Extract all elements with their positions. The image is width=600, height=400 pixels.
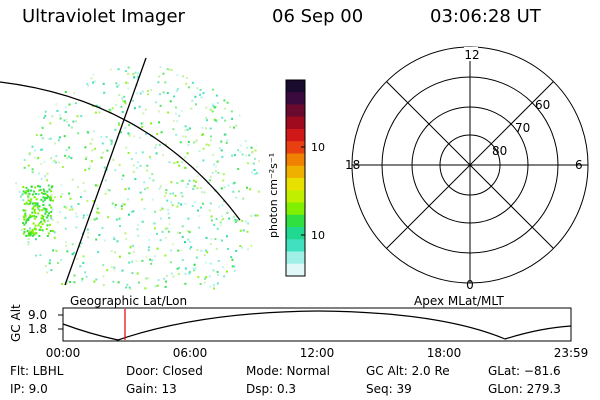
colorbar-swatch xyxy=(286,263,305,277)
colorbar-swatch xyxy=(286,165,305,179)
seq-status: Seq: 39 xyxy=(366,382,412,396)
colorbar-swatch xyxy=(286,227,305,240)
colorbar-swatch xyxy=(286,239,305,252)
mlt-label-0: 0 xyxy=(466,278,474,292)
time-tick-label: 06:00 xyxy=(173,346,208,360)
instrument-title: Ultraviolet Imager xyxy=(22,6,185,27)
gc-alt-status: GC Alt: 2.0 Re xyxy=(366,364,450,378)
colorbar-unit-label: photon cm⁻²s⁻¹ xyxy=(267,153,280,238)
time-label: 03:06:28 UT xyxy=(430,6,541,27)
colorbar-swatch xyxy=(286,190,305,203)
colorbar-swatch xyxy=(286,251,305,265)
meridian-line xyxy=(64,57,147,286)
colorbar-swatch xyxy=(286,214,305,228)
glon-status: GLon: 279.3 xyxy=(488,382,561,396)
colorbar-tick-label: 10 xyxy=(311,229,325,242)
mlat-label-60: 60 xyxy=(535,98,550,112)
colorbar-tick-label: 100 xyxy=(311,141,325,154)
door-status: Door: Closed xyxy=(126,364,203,378)
mlt-label-12: 12 xyxy=(464,48,479,62)
filter-status: Flt: LBHL xyxy=(10,364,64,378)
glat-status: GLat: −81.6 xyxy=(488,364,561,378)
mlt-label-6: 6 xyxy=(575,158,583,172)
altitude-curve xyxy=(62,310,572,341)
colorbar-swatch xyxy=(286,153,305,167)
gain-status: Gain: 13 xyxy=(126,382,177,396)
colorbar-swatch xyxy=(286,92,305,105)
mlat-label-80: 80 xyxy=(492,144,507,158)
dsp-status: Dsp: 0.3 xyxy=(246,382,297,396)
geographic-image xyxy=(0,57,260,290)
altitude-tick-label: 9.0 xyxy=(28,308,47,322)
mlat-label-70: 70 xyxy=(515,121,530,135)
latitude-arc xyxy=(0,81,241,221)
colorbar-swatch xyxy=(286,141,305,154)
colorbar-swatch xyxy=(286,129,305,142)
altitude-tick-label: 1.8 xyxy=(28,322,47,336)
colorbar: 100 10 photon cm⁻²s⁻¹ xyxy=(267,79,325,277)
apex-label: Apex MLat/MLT xyxy=(414,294,504,308)
date-label: 06 Sep 00 xyxy=(272,6,364,27)
time-tick-label: 18:00 xyxy=(427,346,462,360)
colorbar-swatch xyxy=(286,178,305,191)
altitude-panel: GC Alt 9.0 1.8 00:00 06:00 12:00 18:00 2… xyxy=(9,304,589,360)
aurora-specks xyxy=(15,65,260,290)
colorbar-swatch xyxy=(286,202,305,216)
colorbar-swatch xyxy=(286,80,305,93)
time-tick-label: 12:00 xyxy=(300,346,335,360)
colorbar-swatch xyxy=(286,104,305,118)
colorbar-swatch xyxy=(286,116,305,130)
geographic-label: Geographic Lat/Lon xyxy=(70,294,188,308)
time-tick-label: 23:59 xyxy=(554,346,589,360)
mode-status: Mode: Normal xyxy=(246,364,330,378)
time-tick-label: 00:00 xyxy=(46,346,81,360)
ip-status: IP: 9.0 xyxy=(10,382,48,396)
mlt-label-18: 18 xyxy=(345,158,360,172)
altitude-axis-label: GC Alt xyxy=(9,304,23,342)
polar-grid: 12 18 6 0 60 70 80 xyxy=(345,46,589,292)
